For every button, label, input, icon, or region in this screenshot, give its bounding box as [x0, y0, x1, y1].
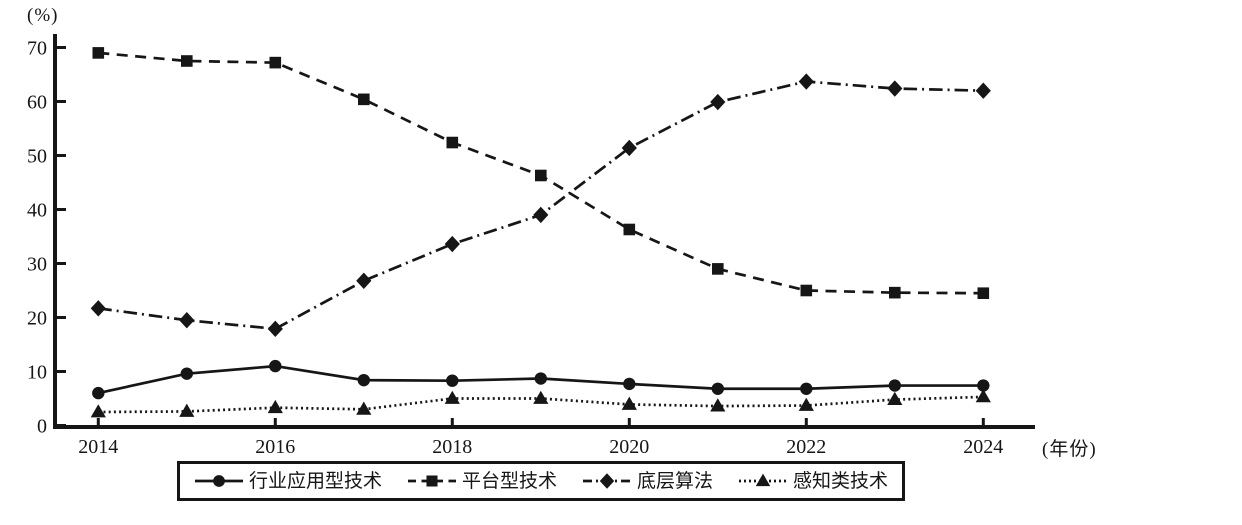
square-marker-icon: [446, 136, 459, 149]
series-diamond: [90, 73, 991, 338]
square-marker-icon: [358, 93, 370, 106]
diamond-marker-icon: [887, 80, 903, 97]
triangle-marker-icon: [267, 399, 283, 414]
axes: [53, 34, 1035, 429]
x-tick-label: 2020: [609, 436, 649, 458]
diamond-marker-icon: [267, 320, 283, 338]
triangle-marker-icon: [533, 390, 549, 404]
triangle-marker-icon: [798, 397, 814, 411]
triangle-marker-icon: [621, 396, 637, 410]
square-marker-icon: [977, 287, 990, 299]
y-tick-label: 20: [27, 308, 47, 330]
legend-circle-sample-icon: [195, 475, 243, 487]
diamond-marker-icon: [444, 235, 460, 253]
y-tick-label: 70: [27, 38, 47, 60]
series-square: [92, 47, 990, 299]
circle-marker-icon: [800, 382, 813, 395]
triangle-marker-icon: [444, 390, 460, 404]
diamond-marker-icon: [90, 300, 106, 317]
square-marker-icon: [92, 47, 105, 59]
diamond-marker-icon: [356, 272, 372, 289]
circle-marker-icon: [269, 359, 282, 373]
legend-item-1: 行业应用型技术: [194, 472, 382, 491]
chart-legend: 行业应用型技术 平台型技术 底层算法 感知类技术: [177, 461, 905, 501]
y-tick-label: 10: [27, 362, 47, 384]
legend-triangle-sample-icon: [738, 473, 787, 487]
circle-marker-icon: [357, 373, 370, 387]
square-marker-icon: [712, 263, 724, 275]
x-tick-label: 2018: [432, 436, 472, 458]
circle-marker-icon: [92, 386, 105, 400]
triangle-marker-icon: [710, 398, 726, 412]
diamond-marker-icon: [621, 139, 637, 157]
y-axis-unit-label: (%): [27, 5, 59, 26]
legend-item-label: 感知类技术: [792, 470, 888, 492]
circle-marker-icon: [213, 475, 225, 487]
diamond-marker-icon: [599, 473, 615, 489]
circle-marker-icon: [534, 372, 547, 385]
legend-item-label: 底层算法: [636, 470, 713, 492]
legend-item-2: 平台型技术: [407, 472, 557, 491]
legend-square-sample-icon: [407, 475, 456, 487]
legend-diamond-sample-icon: [582, 473, 631, 489]
y-tick-label: 30: [27, 254, 47, 276]
square-marker-icon: [181, 55, 193, 67]
y-tick-label: 0: [37, 416, 47, 438]
circle-marker-icon: [888, 379, 901, 392]
triangle-marker-icon: [90, 404, 106, 418]
y-tick-label: 40: [27, 200, 47, 222]
circle-marker-icon: [623, 377, 636, 391]
square-marker-icon: [426, 475, 438, 487]
diamond-marker-icon: [179, 312, 195, 329]
circle-marker-icon: [711, 382, 724, 395]
x-tick-label: 2024: [963, 436, 1003, 458]
x-axis-ticks: 2014 2016 2018 2020 2022 2024: [78, 418, 1003, 458]
triangle-marker-icon: [356, 401, 372, 415]
circle-marker-icon: [180, 367, 193, 380]
legend-item-label: 行业应用型技术: [249, 470, 383, 492]
square-marker-icon: [623, 223, 636, 236]
legend-item-label: 平台型技术: [461, 470, 557, 492]
diamond-marker-icon: [798, 73, 814, 90]
x-tick-label: 2022: [786, 436, 826, 458]
diamond-marker-icon: [533, 206, 549, 224]
square-marker-icon: [800, 284, 813, 297]
y-tick-label: 50: [27, 146, 47, 168]
diamond-marker-icon: [710, 93, 726, 111]
circle-marker-icon: [446, 374, 459, 387]
x-axis-unit-label: (年份): [1042, 439, 1097, 460]
triangle-marker-icon: [887, 391, 903, 405]
x-tick-label: 2016: [255, 436, 295, 458]
square-marker-icon: [535, 169, 547, 182]
circle-marker-icon: [977, 379, 990, 392]
x-tick-label: 2014: [78, 436, 118, 458]
y-tick-label: 60: [27, 92, 47, 114]
triangle-marker-icon: [975, 389, 991, 403]
series-circle: [92, 359, 990, 400]
square-marker-icon: [889, 286, 901, 299]
triangle-marker-icon: [179, 403, 195, 417]
y-axis-ticks: 0 10 20 30 40 50 60 70: [27, 38, 66, 438]
series-triangle: [90, 389, 991, 418]
triangle-marker-icon: [755, 473, 771, 487]
square-marker-icon: [269, 56, 282, 69]
legend-item-3: 底层算法: [582, 472, 713, 491]
line-chart-svg: 0 10 20 30 40 50 60 70 2014 2016 2018 2020 2022 2024: [27, 34, 1035, 458]
diamond-marker-icon: [975, 82, 991, 99]
legend-item-4: 感知类技术: [738, 472, 888, 491]
